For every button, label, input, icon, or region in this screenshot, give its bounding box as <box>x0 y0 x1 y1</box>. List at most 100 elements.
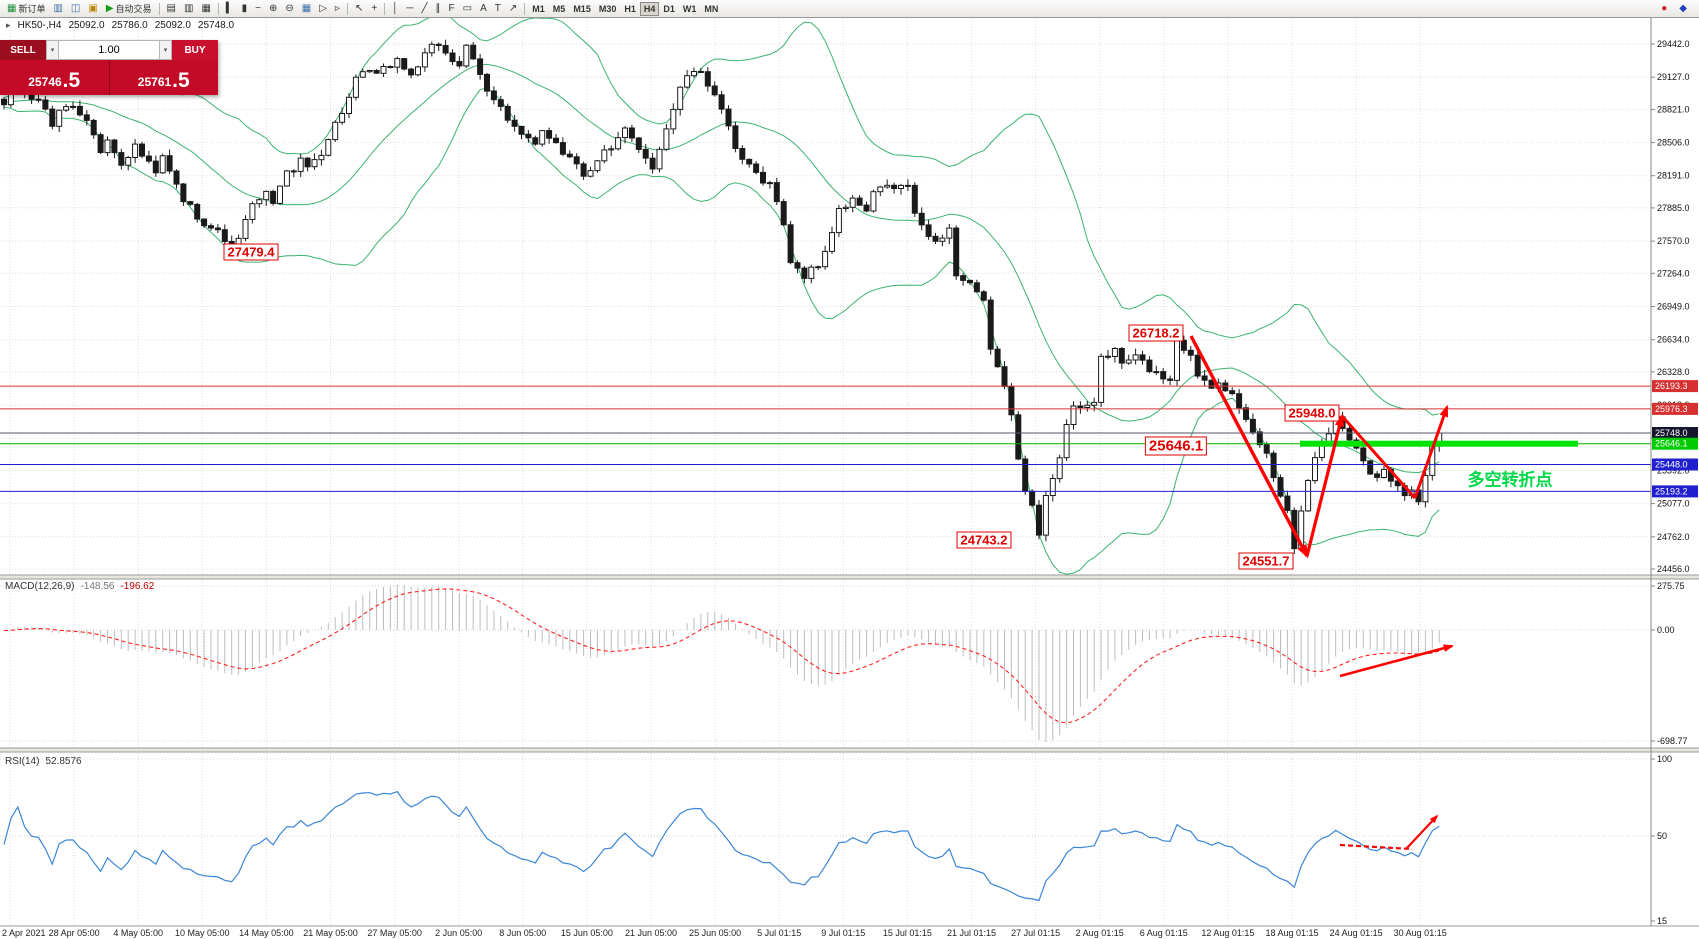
toolbar-cursor[interactable]: ↖ <box>351 2 367 16</box>
toolbar-arrow-tool[interactable]: ↗ <box>505 2 521 16</box>
toolbar-data-window[interactable]: ▣ <box>84 2 101 16</box>
toolbar-candlestick-mode[interactable]: ▮ <box>238 2 252 16</box>
macd-axis-labels: 275.75 0.00 -698.77 <box>1651 581 1688 746</box>
cursor-icon: ↖ <box>354 2 364 14</box>
toolbar-horizontal-line-tool[interactable]: ─ <box>402 2 417 16</box>
panel-separators[interactable] <box>0 574 1699 927</box>
svg-text:100: 100 <box>1657 754 1672 764</box>
toolbar-zoom-in[interactable]: ⊕ <box>265 2 281 16</box>
toolbar-tf-m15[interactable]: M15 <box>569 2 595 16</box>
svg-text:27 Jul 01:15: 27 Jul 01:15 <box>1011 928 1060 938</box>
toolbar-fibonacci-tool[interactable]: F <box>445 2 459 16</box>
svg-text:28191.0: 28191.0 <box>1657 171 1690 181</box>
time-axis-labels: 2 Apr 2021 28 Apr 05:00 4 May 05:00 10 May … <box>2 928 1447 938</box>
toolbar-tf-m30[interactable]: M30 <box>595 2 621 16</box>
svg-text:29442.0: 29442.0 <box>1657 39 1690 49</box>
ohlc-high: 25786.0 <box>111 20 148 31</box>
volume-increase-button[interactable]: ▾ <box>159 40 172 60</box>
toolbar-chart-shift[interactable]: ▹ <box>331 2 344 16</box>
toolbar-tile-vertically[interactable]: ▦ <box>197 2 214 16</box>
toolbar-text-tool[interactable]: A <box>476 2 491 16</box>
toolbar-tile-charts[interactable]: ▦ <box>298 2 315 16</box>
svg-text:25748.0: 25748.0 <box>1655 428 1688 438</box>
macd-signal-line <box>3 588 1440 724</box>
svg-text:18 Aug 01:15: 18 Aug 01:15 <box>1265 928 1318 938</box>
toolbar-chart-window[interactable]: ▥ <box>49 2 66 16</box>
toolbar-tf-h4[interactable]: H4 <box>639 1 660 16</box>
svg-text:5 Jul 01:15: 5 Jul 01:15 <box>757 928 801 938</box>
svg-text:15: 15 <box>1657 916 1667 926</box>
rsi-arrows[interactable] <box>1339 814 1439 851</box>
svg-text:6 Aug 01:15: 6 Aug 01:15 <box>1140 928 1188 938</box>
toolbar-tf-m5[interactable]: M5 <box>549 2 570 16</box>
buy-price[interactable]: 25761.5 <box>108 60 219 95</box>
svg-text:2 Jun 05:00: 2 Jun 05:00 <box>435 928 482 938</box>
toolbar-new-order[interactable]: ▦ 新订单 <box>3 2 49 16</box>
sell-price[interactable]: 25746.5 <box>0 60 109 95</box>
toolbar-mail[interactable]: ◆ <box>1675 2 1691 16</box>
toolbar-tf-d1[interactable]: D1 <box>659 2 679 16</box>
toolbar-tf-h1[interactable]: H1 <box>620 2 640 16</box>
toolbar-channel-tool[interactable]: ∥ <box>432 2 445 16</box>
horizontal-level-lines[interactable] <box>0 385 1651 492</box>
price-gridlines <box>0 43 1651 570</box>
toolbar-crosshair[interactable]: + <box>367 2 381 16</box>
toolbar-auto-scroll[interactable]: ▷ <box>315 2 331 16</box>
toolbar-trendline-tool[interactable]: ╱ <box>418 2 432 16</box>
auto-trading-label: 自动交易 <box>115 4 152 14</box>
price-annotation[interactable]: 25948.0 <box>1284 404 1340 422</box>
toolbar-vertical-line-tool[interactable]: │ <box>388 2 402 16</box>
svg-text:24 Aug 01:15: 24 Aug 01:15 <box>1330 928 1383 938</box>
toolbar-zoom-out[interactable]: ⊖ <box>281 2 297 16</box>
toolbar-tf-mn[interactable]: MN <box>700 2 722 16</box>
svg-text:29127.0: 29127.0 <box>1657 72 1690 82</box>
svg-text:26193.3: 26193.3 <box>1655 381 1688 391</box>
tile-charts-icon: ▦ <box>301 2 312 14</box>
toolbar-tile-horizontally[interactable]: ▥ <box>180 2 197 16</box>
tf-m30-label: M30 <box>598 3 617 14</box>
svg-text:-698.77: -698.77 <box>1657 736 1688 746</box>
toolbar-tf-w1[interactable]: W1 <box>679 2 701 16</box>
tf-m5-label: M5 <box>552 3 566 14</box>
vertical-line-tool-icon: │ <box>392 2 399 14</box>
cascade-windows-icon: ▤ <box>166 2 176 14</box>
svg-text:4 May 05:00: 4 May 05:00 <box>113 928 163 938</box>
toolbar-navigator[interactable]: ◫ <box>67 2 84 16</box>
tile-horizontally-icon: ▥ <box>184 2 194 14</box>
ohlc-open: 25092.0 <box>68 20 105 31</box>
fibonacci-tool-icon: F <box>448 2 455 14</box>
buy-price-main: 25761 <box>137 75 172 89</box>
svg-text:2 Apr 2021: 2 Apr 2021 <box>2 928 46 938</box>
toolbar-auto-trading[interactable]: ▶ 自动交易 <box>102 2 156 16</box>
toolbar-label-tool[interactable]: T <box>491 2 505 16</box>
sell-button[interactable]: SELL <box>0 40 46 60</box>
toolbar-line-chart-mode[interactable]: ~ <box>251 2 265 16</box>
chart-symbol-icon: ▸ <box>6 20 11 30</box>
price-annotation[interactable]: 27479.4 <box>223 243 279 261</box>
shapes-tool-icon: ▭ <box>462 2 473 14</box>
tf-d1-label: D1 <box>663 3 675 14</box>
price-annotation[interactable]: 24551.7 <box>1238 552 1294 570</box>
svg-text:9 Jul 01:15: 9 Jul 01:15 <box>821 928 865 938</box>
price-annotation[interactable]: 24743.2 <box>956 531 1012 549</box>
new-order-icon: ▦ <box>7 2 17 14</box>
sell-price-main: 25746 <box>28 75 62 89</box>
macd-arrow[interactable] <box>1339 644 1455 678</box>
trend-arrows[interactable] <box>1189 335 1449 559</box>
bull-bear-turning-point-note[interactable]: 多空转折点 <box>1467 470 1553 490</box>
support-zone-highlight[interactable] <box>1300 440 1578 447</box>
price-annotation[interactable]: 25646.1 <box>1144 436 1208 456</box>
toolbar-bar-chart-mode[interactable]: ▍ <box>222 2 238 16</box>
toolbar-alert[interactable]: ● <box>1657 2 1671 16</box>
toolbar-shapes-tool[interactable]: ▭ <box>459 2 476 16</box>
toolbar-cascade-windows[interactable]: ▤ <box>163 2 180 16</box>
volume-decrease-button[interactable]: ▾ <box>46 40 59 60</box>
svg-text:50: 50 <box>1657 831 1667 841</box>
buy-button[interactable]: BUY <box>172 40 218 60</box>
volume-input[interactable] <box>59 40 159 60</box>
price-annotation[interactable]: 26718.2 <box>1128 324 1184 342</box>
toolbar-tf-m1[interactable]: M1 <box>528 2 549 16</box>
